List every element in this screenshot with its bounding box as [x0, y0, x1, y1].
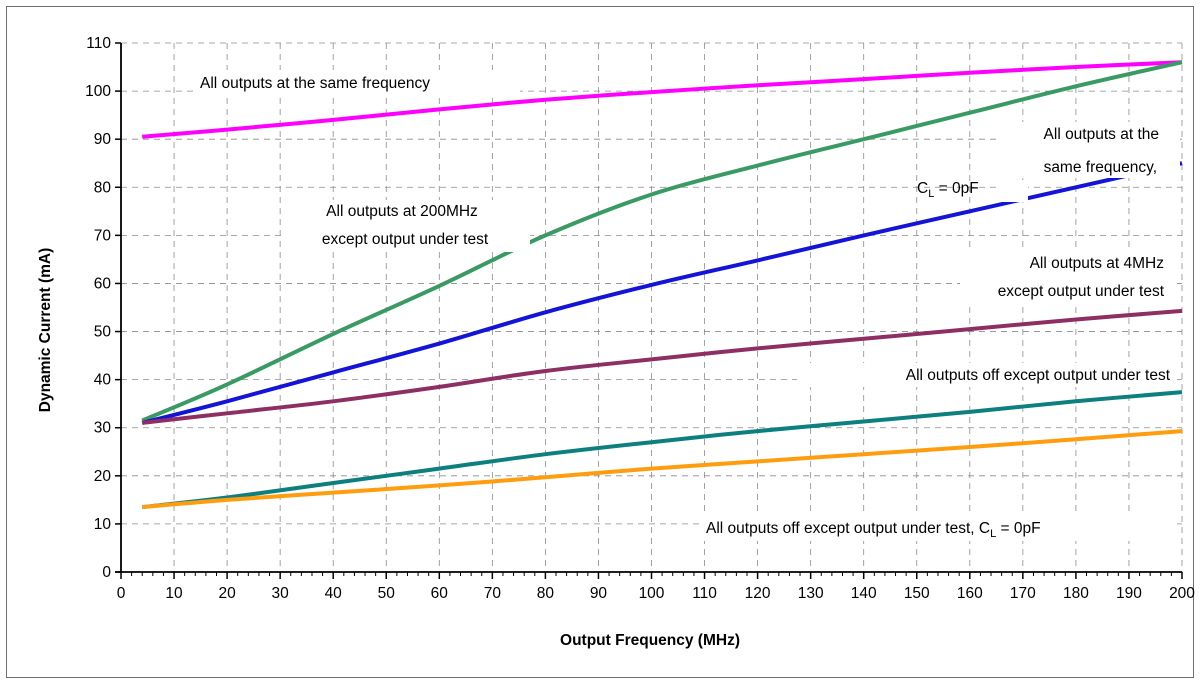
- x-tick-label: 120: [745, 585, 771, 602]
- x-tick-label: 110: [692, 585, 717, 602]
- y-tick-label: 80: [94, 179, 112, 196]
- y-tick-label: 110: [86, 35, 111, 52]
- cl-value: = 0pF: [934, 180, 978, 197]
- x-tick-label: 190: [1116, 585, 1142, 602]
- x-tick-label: 90: [590, 585, 608, 602]
- series-line-3: [141, 161, 1183, 425]
- y-tick-label: 20: [94, 468, 112, 485]
- annotation-bg: [960, 252, 1172, 304]
- series-line-1: [142, 60, 1183, 139]
- annotation-4mhz-line2: except output under test: [998, 283, 1165, 300]
- y-tick-label: 100: [85, 83, 111, 100]
- annotation-same-frequency: All outputs at the same frequency: [200, 75, 430, 92]
- x-tick-label: 160: [957, 585, 983, 602]
- x-tick-label: 20: [218, 585, 236, 602]
- cl-subscript: L: [990, 528, 996, 540]
- x-tick-label: 60: [431, 585, 449, 602]
- y-tick-label: 40: [94, 372, 112, 389]
- axes: [115, 42, 1183, 579]
- cl-subscript: L: [928, 188, 934, 200]
- series-line-2: [141, 60, 1183, 423]
- y-tick-label: 60: [94, 275, 112, 292]
- series-line-5: [141, 390, 1183, 510]
- annotation-cl0-short: CL = 0pF: [917, 180, 979, 200]
- x-tick-label: 10: [165, 585, 183, 602]
- x-tick-label: 0: [117, 585, 126, 602]
- annotation-bg: [700, 515, 1172, 541]
- annotation-same-frequency-cl0-line2: same frequency,: [1044, 159, 1157, 176]
- x-tick-label: 140: [851, 585, 877, 602]
- x-tick-label: 40: [325, 585, 343, 602]
- cl-c: C: [917, 180, 928, 197]
- x-tick-label: 130: [798, 585, 824, 602]
- annotation-bg: [282, 200, 530, 252]
- annotation-200mhz-line1: All outputs at 200MHz: [326, 203, 478, 220]
- annotation-bg: [196, 70, 520, 94]
- x-tick-label: 70: [484, 585, 502, 602]
- annotation-all-off-cl0: All outputs off except output under test…: [706, 520, 1041, 540]
- annotation-bg: [1000, 180, 1028, 202]
- x-tick-label: 180: [1063, 585, 1089, 602]
- annotations: All outputs at the same frequency All ou…: [196, 70, 1180, 541]
- annotation-200mhz-line2: except output under test: [322, 231, 489, 248]
- x-tick-label: 30: [272, 585, 290, 602]
- chart-frame: [6, 6, 1194, 678]
- annotation-same-frequency-cl0-line1: All outputs at the: [1044, 126, 1159, 143]
- y-tick-label: 50: [94, 324, 112, 341]
- tick-labels: 0 10 20 30 40 50 60 70 80 90 100 110 0 10 20 30 40 50 60 70…: [85, 35, 1195, 602]
- y-tick-label: 0: [102, 564, 111, 581]
- y-axis-title: Dynamic Current (mA): [37, 248, 54, 413]
- x-tick-label: 50: [378, 585, 396, 602]
- annotation-4mhz-line1: All outputs at 4MHz: [1030, 255, 1164, 272]
- x-axis-title: Output Frequency (MHz): [560, 632, 740, 649]
- series-line-4: [141, 308, 1183, 425]
- annotation-bg: [1000, 122, 1180, 178]
- y-tick-label: 70: [94, 227, 112, 244]
- y-tick-label: 90: [94, 131, 112, 148]
- cl-text: All outputs off except output under test…: [706, 520, 990, 537]
- x-tick-label: 170: [1010, 585, 1036, 602]
- x-tick-label: 150: [904, 585, 930, 602]
- y-tick-label: 10: [94, 516, 112, 533]
- x-tick-label: 80: [537, 585, 555, 602]
- x-tick-label: 200: [1169, 585, 1195, 602]
- annotation-bg: [797, 363, 1177, 387]
- cl-value: = 0pF: [996, 520, 1040, 537]
- annotation-all-off: All outputs off except output under test: [906, 367, 1171, 384]
- series-line-6: [142, 429, 1183, 510]
- x-tick-label: 100: [639, 585, 665, 602]
- y-tick-label: 30: [94, 420, 112, 437]
- series-lines: [141, 60, 1183, 510]
